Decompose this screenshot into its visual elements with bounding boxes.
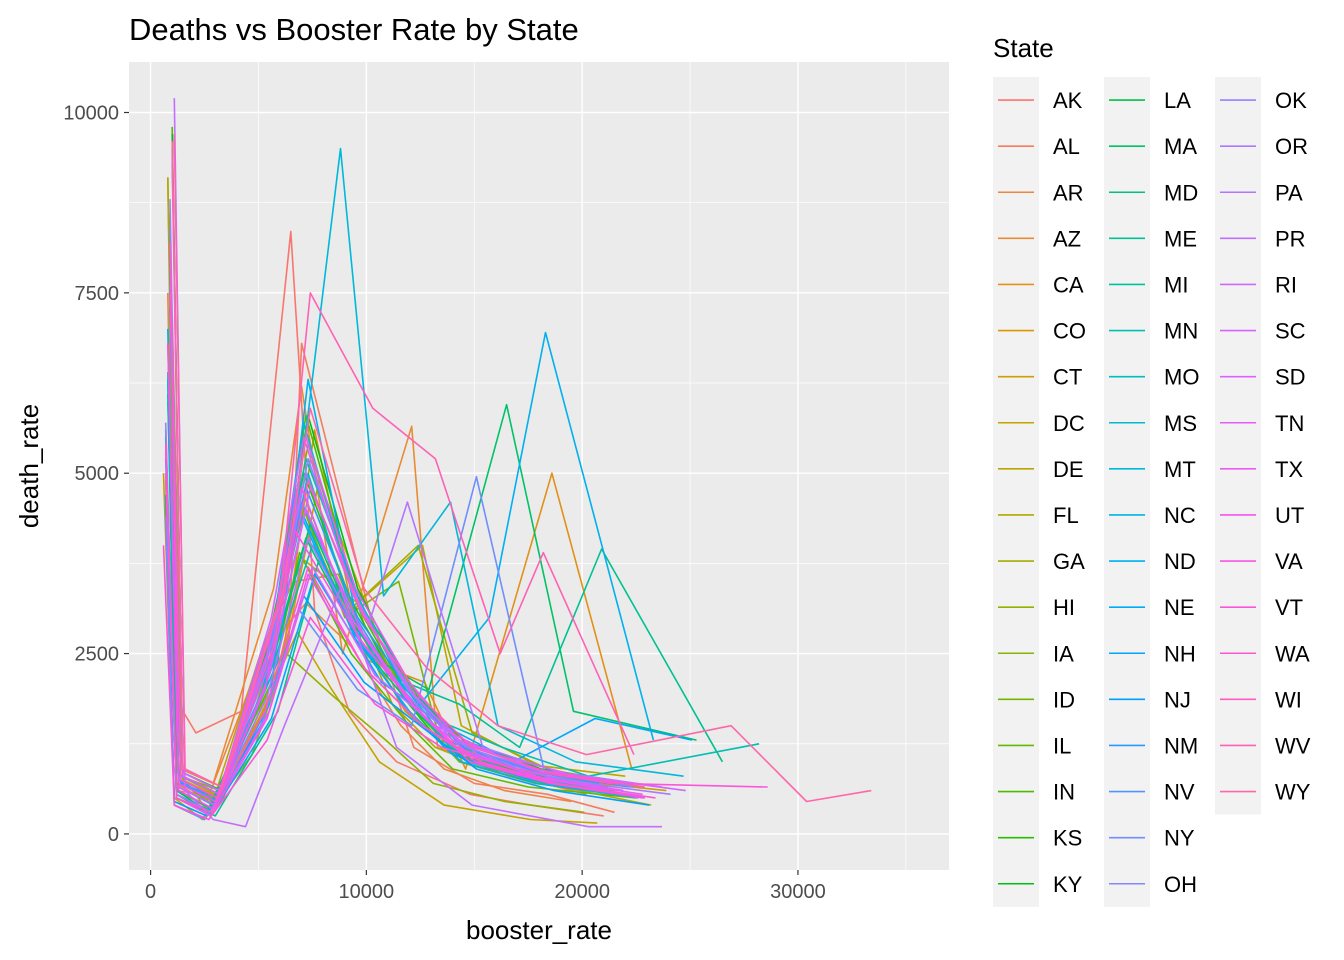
series-line-dc bbox=[162, 473, 598, 824]
legend-label-tn: TN bbox=[1275, 411, 1304, 436]
y-tick-label: 7500 bbox=[75, 283, 120, 305]
series-line-wy bbox=[171, 141, 872, 803]
legend-label-nv: NV bbox=[1164, 780, 1195, 805]
series-line-al bbox=[169, 256, 615, 814]
legend-label-ak: AK bbox=[1053, 88, 1083, 113]
legend-label-wv: WV bbox=[1275, 733, 1311, 758]
x-tick-label: 10000 bbox=[339, 881, 395, 903]
legend-label-ne: NE bbox=[1164, 595, 1195, 620]
series-line-ut bbox=[164, 451, 645, 817]
legend-label-ga: GA bbox=[1053, 549, 1085, 574]
legend-key-column bbox=[1104, 77, 1150, 907]
legend-label-ct: CT bbox=[1053, 365, 1082, 390]
legend-label-mt: MT bbox=[1164, 457, 1196, 482]
legend-label-dc: DC bbox=[1053, 411, 1085, 436]
y-tick-label: 5000 bbox=[75, 463, 120, 485]
legend-label-mi: MI bbox=[1164, 272, 1188, 297]
series-line-pr bbox=[173, 98, 662, 828]
legend-label-or: OR bbox=[1275, 134, 1308, 159]
series-line-nj bbox=[164, 494, 650, 817]
series-line-wi bbox=[169, 242, 645, 799]
legend-label-ri: RI bbox=[1275, 272, 1297, 297]
legend-label-nh: NH bbox=[1164, 641, 1196, 666]
legend-key-column bbox=[1215, 77, 1261, 815]
legend-label-va: VA bbox=[1275, 549, 1303, 574]
legend-label-il: IL bbox=[1053, 733, 1071, 758]
chart-title: Deaths vs Booster Rate by State bbox=[129, 12, 579, 47]
legend-label-id: ID bbox=[1053, 687, 1075, 712]
legend-label-ks: KS bbox=[1053, 826, 1082, 851]
legend-label-nm: NM bbox=[1164, 733, 1198, 758]
legend-label-la: LA bbox=[1164, 88, 1191, 113]
series-line-tx bbox=[169, 249, 624, 803]
legend-label-vt: VT bbox=[1275, 595, 1303, 620]
legend-label-nj: NJ bbox=[1164, 687, 1191, 712]
series-line-tn bbox=[171, 162, 624, 796]
series-line-wa bbox=[164, 444, 656, 814]
legend-label-ma: MA bbox=[1164, 134, 1197, 159]
legend-label-md: MD bbox=[1164, 180, 1198, 205]
legend-label-ok: OK bbox=[1275, 88, 1307, 113]
series-line-or bbox=[164, 422, 671, 814]
legend-label-wy: WY bbox=[1275, 780, 1311, 805]
series-line-ar bbox=[167, 292, 572, 803]
legend-label-wa: WA bbox=[1275, 641, 1310, 666]
legend-label-sc: SC bbox=[1275, 319, 1306, 344]
series-layer bbox=[162, 98, 872, 828]
series-line-va bbox=[167, 343, 643, 810]
x-tick-label: 30000 bbox=[770, 881, 826, 903]
y-tick-label: 10000 bbox=[63, 103, 119, 125]
legend: State AK AL AR AZ CA CO CT DC DE FL GA HI IA ID IL IN KS… bbox=[993, 33, 1311, 907]
legend-label-wi: WI bbox=[1275, 687, 1302, 712]
legend-label-ar: AR bbox=[1053, 180, 1084, 205]
legend-label-mo: MO bbox=[1164, 365, 1199, 390]
legend-label-ms: MS bbox=[1164, 411, 1197, 436]
y-axis-title: death_rate bbox=[14, 404, 44, 528]
legend-label-ia: IA bbox=[1053, 641, 1074, 666]
y-tick-label: 2500 bbox=[75, 644, 120, 666]
legend-label-hi: HI bbox=[1053, 595, 1075, 620]
x-tick-label: 0 bbox=[145, 881, 156, 903]
x-axis: 0 10000 20000 30000 bbox=[145, 870, 826, 903]
legend-label-pr: PR bbox=[1275, 226, 1306, 251]
series-line-nm bbox=[169, 256, 630, 799]
major-gridlines bbox=[129, 62, 949, 870]
legend-label-me: ME bbox=[1164, 226, 1197, 251]
legend-label-co: CO bbox=[1053, 319, 1086, 344]
legend-label-nc: NC bbox=[1164, 503, 1196, 528]
x-tick-label: 20000 bbox=[554, 881, 610, 903]
y-axis: 0 2500 5000 7500 10000 bbox=[63, 103, 129, 846]
legend-label-ny: NY bbox=[1164, 826, 1195, 851]
legend-label-ky: KY bbox=[1053, 872, 1083, 897]
legend-label-tx: TX bbox=[1275, 457, 1303, 482]
legend-label-al: AL bbox=[1053, 134, 1080, 159]
legend-label-de: DE bbox=[1053, 457, 1084, 482]
plot-panel bbox=[129, 62, 949, 870]
legend-label-oh: OH bbox=[1164, 872, 1197, 897]
legend-key-column bbox=[993, 77, 1039, 907]
legend-label-nd: ND bbox=[1164, 549, 1196, 574]
legend-label-az: AZ bbox=[1053, 226, 1081, 251]
legend-title: State bbox=[993, 33, 1054, 63]
y-tick-label: 0 bbox=[108, 824, 119, 846]
legend-label-ca: CA bbox=[1053, 272, 1084, 297]
legend-label-fl: FL bbox=[1053, 503, 1079, 528]
legend-label-sd: SD bbox=[1275, 365, 1306, 390]
legend-label-mn: MN bbox=[1164, 319, 1198, 344]
legend-label-ut: UT bbox=[1275, 503, 1304, 528]
legend-label-pa: PA bbox=[1275, 180, 1303, 205]
legend-label-in: IN bbox=[1053, 780, 1075, 805]
x-axis-title: booster_rate bbox=[466, 915, 612, 945]
series-line-vt bbox=[162, 545, 768, 821]
